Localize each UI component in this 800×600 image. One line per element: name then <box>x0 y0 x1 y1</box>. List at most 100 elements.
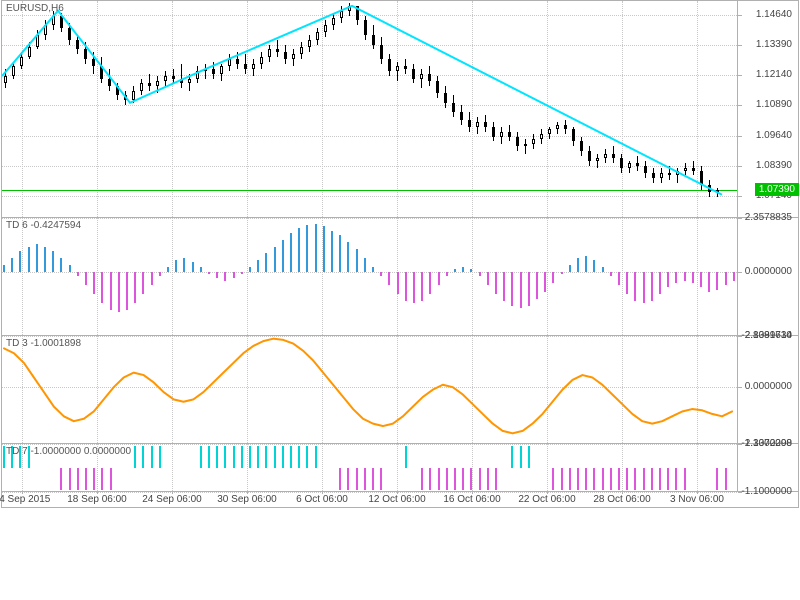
td7-bar <box>85 468 87 490</box>
td6-bar <box>356 249 358 272</box>
td7-bar <box>364 468 366 490</box>
td7-bar <box>634 468 636 490</box>
td6-bar <box>110 272 112 311</box>
td6-bar <box>405 272 407 302</box>
td7-bar <box>380 468 382 490</box>
td3-chart-area: TD 3 -1.0001898 <box>2 336 738 443</box>
td6-bar <box>552 272 554 283</box>
td3-y-axis: 2.10996100.0000000-2.3372298 <box>738 336 798 443</box>
td6-bar <box>659 272 661 295</box>
td7-y-axis: 1.1000000-1.1000000 <box>738 444 798 491</box>
td6-bar <box>634 272 636 302</box>
td6-bar <box>487 272 489 286</box>
main-chart-area: EURUSD,H6 <box>2 1 738 217</box>
td6-bar <box>520 272 522 308</box>
td7-bar <box>585 468 587 490</box>
td6-bar <box>315 224 317 272</box>
td6-bar <box>651 272 653 302</box>
td6-bar <box>233 272 235 279</box>
y-tick-label: 1.08390 <box>756 161 794 171</box>
td7-bar <box>339 468 341 490</box>
td6-bar <box>249 267 251 272</box>
td6-bar <box>593 260 595 271</box>
td7-bar <box>479 468 481 490</box>
main-price-chart[interactable]: EURUSD,H6 1.146401.133901.121401.108901.… <box>1 0 799 218</box>
td6-bar <box>684 272 686 281</box>
td7-bar <box>93 468 95 490</box>
x-tick-label: 24 Sep 06:00 <box>142 494 202 505</box>
td6-bar <box>397 272 399 295</box>
td6-bar <box>429 272 431 295</box>
td6-bar <box>200 267 202 272</box>
td6-bar <box>208 272 210 274</box>
td6-bar <box>479 272 481 277</box>
td6-bar <box>388 272 390 286</box>
td6-bar <box>626 272 628 295</box>
x-tick-label: 30 Sep 06:00 <box>217 494 277 505</box>
td7-bar <box>69 468 71 490</box>
td6-bar <box>347 242 349 272</box>
td6-bar <box>454 269 456 271</box>
td6-bar <box>77 272 79 277</box>
td7-bar <box>610 468 612 490</box>
td6-bar <box>470 269 472 271</box>
td7-bar <box>298 446 300 468</box>
td6-bar <box>93 272 95 295</box>
td6-bar <box>610 272 612 277</box>
td7-bar <box>274 446 276 468</box>
td6-bar <box>585 256 587 272</box>
td7-bar <box>224 446 226 468</box>
td6-indicator-panel[interactable]: TD 6 -0.4247594 2.35788350.0000000-2.838… <box>1 218 799 336</box>
td6-bar <box>602 267 604 272</box>
x-tick-label: 12 Oct 06:00 <box>368 494 425 505</box>
y-tick-label: 0.0000000 <box>745 382 794 392</box>
td6-bar <box>733 272 735 281</box>
td6-bar <box>511 272 513 306</box>
x-tick-label: 22 Oct 06:00 <box>518 494 575 505</box>
y-tick-label: 1.09640 <box>756 131 794 141</box>
td6-bar <box>159 272 161 277</box>
td6-bar <box>11 258 13 272</box>
td6-bar <box>52 251 54 271</box>
td7-bar <box>495 468 497 490</box>
td7-bar <box>577 468 579 490</box>
y-tick-label: 1.10890 <box>756 100 794 110</box>
td7-bar <box>725 468 727 490</box>
td6-bar <box>667 272 669 288</box>
td7-bar <box>552 468 554 490</box>
td7-bar <box>60 468 62 490</box>
td3-indicator-panel[interactable]: TD 3 -1.0001898 2.10996100.0000000-2.337… <box>1 336 799 444</box>
td6-bar <box>101 272 103 304</box>
td7-bar <box>257 446 259 468</box>
td6-bar <box>274 247 276 272</box>
td7-bar <box>101 468 103 490</box>
td6-bar <box>372 267 374 272</box>
td6-bar <box>438 272 440 286</box>
td6-bar <box>561 272 563 274</box>
td6-bar <box>364 258 366 272</box>
td6-bar <box>224 272 226 281</box>
td7-bar <box>618 468 620 490</box>
td6-bar <box>708 272 710 292</box>
td6-bar <box>36 244 38 271</box>
td7-bar <box>282 446 284 468</box>
td6-bar <box>19 251 21 271</box>
td6-bar <box>167 267 169 272</box>
td7-indicator-panel[interactable]: TD 7 -1.0000000 0.0000000 1.1000000-1.10… <box>1 444 799 492</box>
td7-bar <box>421 468 423 490</box>
current-price-tag: 1.07390 <box>755 183 799 196</box>
x-tick-label: 18 Sep 06:00 <box>67 494 127 505</box>
td6-bar <box>331 231 333 272</box>
x-tick-label: 28 Oct 06:00 <box>593 494 650 505</box>
x-tick-label: 14 Sep 2015 <box>0 494 50 505</box>
td6-bar <box>126 272 128 311</box>
td7-bar <box>142 446 144 468</box>
td7-bar <box>356 468 358 490</box>
td6-chart-area: TD 6 -0.4247594 <box>2 218 738 335</box>
td6-bar <box>413 272 415 304</box>
td6-bar <box>192 262 194 271</box>
td7-bar <box>216 446 218 468</box>
td7-chart-area: TD 7 -1.0000000 0.0000000 <box>2 444 738 491</box>
td6-bar <box>618 272 620 286</box>
td7-bar <box>684 468 686 490</box>
